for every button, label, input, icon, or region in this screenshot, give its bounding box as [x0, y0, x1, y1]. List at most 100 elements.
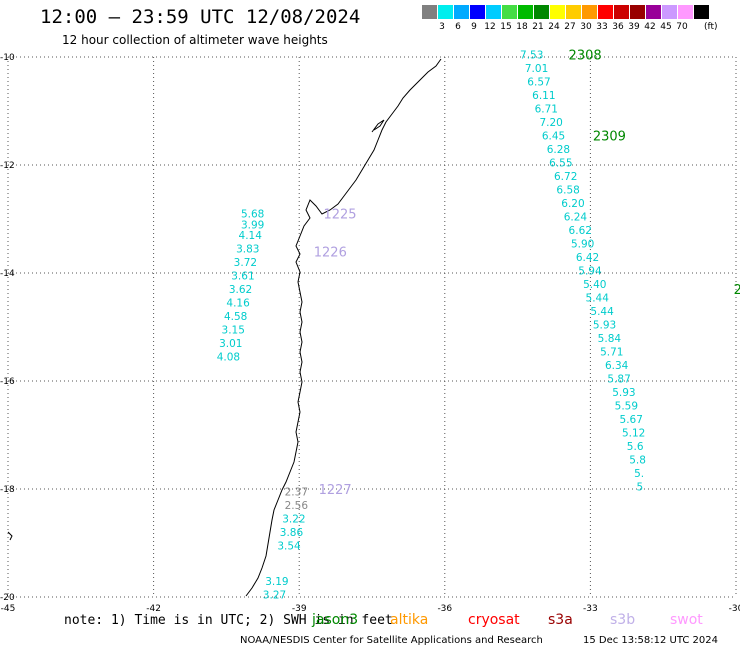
mission-legend-item: altika: [390, 612, 429, 628]
scale-swatch: [678, 5, 694, 19]
wave-height-value: 5.: [634, 468, 644, 480]
wave-height-value: 4.16: [226, 298, 250, 310]
scale-tick-label: 70: [676, 22, 688, 32]
wave-height-value: 3.83: [236, 244, 259, 256]
scale-tick-label: 12: [484, 22, 496, 32]
scale-tick-label: 39: [628, 22, 640, 32]
scale-swatch: [486, 5, 502, 19]
scale-tick-label: 9: [471, 22, 477, 32]
scale-tick-label: 18: [516, 22, 528, 32]
wave-height-value: 5.44: [586, 292, 610, 304]
page-title: 12:00 – 23:59 UTC 12/08/2024: [40, 6, 361, 28]
mission-legend-item: cryosat: [468, 612, 520, 628]
longitude-tick-label: -42: [146, 604, 161, 614]
latitude-tick-label: -12: [0, 161, 15, 171]
wave-height-value: 3.54: [277, 541, 301, 553]
wave-height-value: 4.14: [239, 230, 263, 242]
longitude-tick-label: -33: [583, 604, 598, 614]
mission-legend-item: s3b: [610, 612, 636, 628]
wave-height-value: 5.59: [615, 400, 638, 412]
mission-legend-item: swot: [670, 612, 703, 628]
wave-height-value: 7.01: [525, 63, 548, 75]
wave-height-value: 6.34: [605, 360, 629, 372]
scale-tick-label: 21: [532, 22, 544, 32]
wave-height-value: 6.45: [542, 130, 565, 142]
mission-legend-item: s3a: [548, 612, 573, 628]
scale-swatch: [438, 5, 454, 19]
scale-swatch: [582, 5, 598, 19]
wave-height-value: 6.57: [527, 76, 550, 88]
wave-height-value: 4.58: [224, 311, 247, 323]
wave-height-value: 5: [637, 481, 644, 493]
track-time-label: 1226: [314, 245, 347, 260]
latitude-tick-label: -18: [0, 485, 15, 495]
track-time-label: 2: [734, 283, 740, 298]
longitude-tick-label: -39: [292, 604, 307, 614]
coastline-inlet: [371, 119, 385, 133]
wave-height-value: 5.6: [627, 441, 644, 453]
scale-swatch: [614, 5, 630, 19]
scale-tick-label: 3: [439, 22, 445, 32]
scale-swatch: [518, 5, 534, 19]
scale-swatch: [662, 5, 678, 19]
longitude-tick-label: -45: [1, 604, 16, 614]
wave-height-value: 6.28: [547, 144, 570, 156]
wave-height-value: 6.20: [561, 198, 584, 210]
wave-height-value: 7.20: [539, 117, 562, 129]
scale-swatch: [630, 5, 646, 19]
wave-height-value: 5.71: [600, 346, 623, 358]
wave-height-value: 5.67: [620, 414, 643, 426]
wave-height-value: 6.62: [569, 225, 592, 237]
wave-height-value: 3.99: [241, 219, 264, 231]
scale-tick-label: 30: [580, 22, 592, 32]
wave-height-value: 3.01: [219, 338, 242, 350]
scale-swatch: [454, 5, 470, 19]
wave-height-value: 4.08: [217, 352, 240, 364]
scale-swatch: [550, 5, 566, 19]
wave-height-value: 3.61: [231, 271, 254, 283]
wave-height-value: 3.15: [222, 325, 245, 337]
wave-height-value: 2.56: [285, 500, 309, 512]
latitude-tick-label: -20: [0, 593, 15, 603]
scale-unit-label: (ft): [704, 22, 718, 32]
wave-height-value: 3.86: [280, 527, 304, 539]
track-time-label: 2308: [569, 48, 602, 63]
coastline-fragment: [7, 531, 13, 541]
scale-tick-label: 24: [548, 22, 560, 32]
wave-height-value: 6.72: [554, 171, 577, 183]
wave-height-value: 5.68: [241, 209, 264, 221]
coastline: [245, 58, 442, 597]
wave-height-value: 5.40: [583, 279, 606, 291]
wave-height-value: 5.87: [607, 373, 630, 385]
wave-height-value: 3.27: [263, 589, 286, 601]
latitude-tick-label: -10: [0, 53, 15, 63]
latitude-tick-label: -14: [0, 269, 15, 279]
wave-height-value: 5.90: [571, 238, 594, 250]
scale-tick-label: 15: [500, 22, 512, 32]
wave-height-value: 6.11: [532, 90, 555, 102]
mission-legend-item: jason3: [312, 612, 359, 628]
longitude-tick-label: -30: [729, 604, 740, 614]
wave-height-value: 6.71: [535, 103, 558, 115]
scale-tick-label: 45: [660, 22, 672, 32]
wave-height-value: 3.62: [229, 284, 252, 296]
track-time-label: 1227: [319, 483, 352, 498]
wave-height-value: 5.93: [593, 319, 616, 331]
track-time-label: 1225: [323, 208, 356, 223]
scale-tick-label: 36: [612, 22, 624, 32]
wave-height-value: 5.84: [598, 333, 622, 345]
wave-height-value: 5.8: [629, 454, 646, 466]
scale-tick-label: 27: [564, 22, 576, 32]
scale-swatch: [646, 5, 662, 19]
page-subtitle: 12 hour collection of altimeter wave hei…: [62, 33, 328, 47]
wave-height-value: 5.94: [578, 265, 602, 277]
track-time-label: 2309: [593, 129, 626, 144]
wave-height-value: 5.93: [612, 387, 635, 399]
scale-swatch: [502, 5, 518, 19]
wave-height-value: 3.72: [234, 257, 257, 269]
wave-height-value: 6.24: [564, 211, 588, 223]
scale-tick-label: 42: [644, 22, 656, 32]
scale-swatch: [694, 5, 710, 19]
longitude-tick-label: -36: [437, 604, 452, 614]
wave-height-value: 3.19: [265, 576, 288, 588]
